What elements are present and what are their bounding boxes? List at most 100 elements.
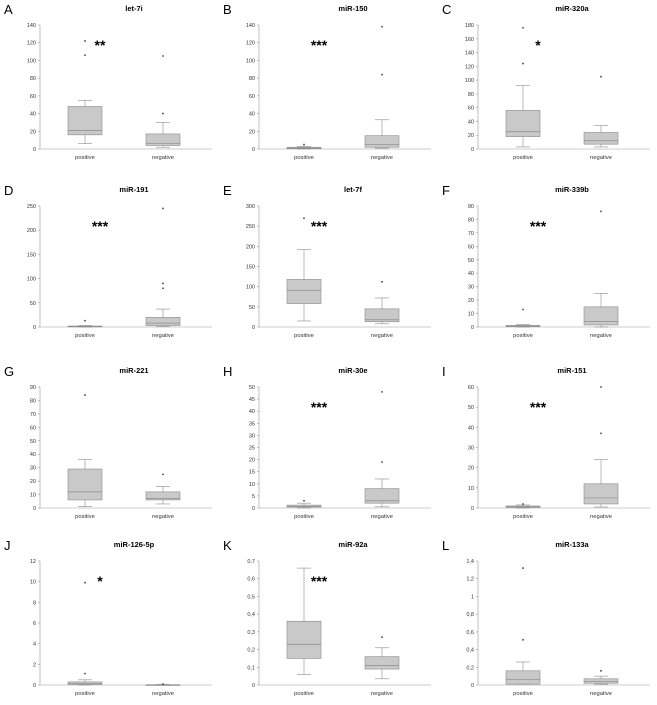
box-negative <box>583 386 619 508</box>
y-tick-label: 300 <box>246 204 255 210</box>
outlier-point <box>600 75 602 78</box>
category-label: positive <box>294 333 314 339</box>
panel-letter: C <box>442 2 451 17</box>
panel-letter: F <box>442 183 450 198</box>
y-tick-label: 5 <box>252 494 255 500</box>
box-negative <box>364 636 400 680</box>
outlier-point <box>381 73 383 76</box>
significance-marker: *** <box>311 218 328 234</box>
y-tick-label: 40 <box>468 271 474 277</box>
outlier-point <box>381 390 383 393</box>
iqr-box <box>583 483 619 505</box>
category-label: negative <box>152 691 174 697</box>
category-label: negative <box>371 155 393 161</box>
y-tick-label: 80 <box>30 76 36 82</box>
panel-title: let-7i <box>125 4 143 13</box>
y-tick-label: 100 <box>246 285 255 291</box>
y-tick-label: 100 <box>465 78 474 84</box>
outlier-point <box>162 282 164 285</box>
category-label: positive <box>294 691 314 697</box>
y-tick-label: 250 <box>246 224 255 230</box>
y-tick-label: 8 <box>33 600 36 606</box>
y-tick-label: 50 <box>30 439 36 445</box>
significance-marker: *** <box>311 573 328 589</box>
outlier-point <box>522 308 524 311</box>
y-tick-label: 0,4 <box>466 648 474 654</box>
outlier-point <box>84 672 86 675</box>
box-positive <box>67 581 103 686</box>
y-tick-label: 120 <box>465 64 474 70</box>
y-tick-label: 0,8 <box>466 612 474 618</box>
panel-title: miR-30e <box>338 366 367 375</box>
y-tick-label: 35 <box>249 421 255 427</box>
outlier-point <box>522 26 524 29</box>
panel-title: miR-150 <box>338 4 367 13</box>
y-tick-label: 10 <box>30 580 36 586</box>
y-tick-label: 80 <box>468 92 474 98</box>
outlier-point <box>381 25 383 28</box>
box-negative <box>364 390 400 508</box>
box-negative <box>145 683 181 686</box>
box-negative <box>364 280 400 325</box>
y-tick-label: 0 <box>252 325 255 331</box>
y-tick-label: 50 <box>468 258 474 264</box>
outlier-point <box>381 636 383 639</box>
y-tick-label: 120 <box>246 41 255 47</box>
y-tick-label: 0 <box>33 506 36 512</box>
y-tick-label: 6 <box>33 621 36 627</box>
significance-marker: *** <box>530 399 547 415</box>
y-tick-label: 100 <box>27 277 36 283</box>
box-positive <box>286 499 322 509</box>
category-label: positive <box>513 514 533 520</box>
outlier-point <box>522 638 524 641</box>
y-tick-label: 0 <box>33 325 36 331</box>
category-label: positive <box>513 333 533 339</box>
y-tick-label: 2 <box>33 662 36 668</box>
y-tick-label: 0,5 <box>247 594 255 600</box>
category-label: positive <box>294 155 314 161</box>
panel-letter: D <box>4 183 13 198</box>
y-tick-label: 1 <box>471 594 474 600</box>
box-negative <box>145 473 181 505</box>
outlier-point <box>84 319 86 322</box>
y-tick-label: 50 <box>468 405 474 411</box>
category-label: positive <box>75 333 95 339</box>
category-label: negative <box>590 514 612 520</box>
y-tick-label: 30 <box>249 433 255 439</box>
outlier-point <box>162 683 164 685</box>
outlier-point <box>522 62 524 65</box>
iqr-box <box>505 670 541 685</box>
y-tick-label: 60 <box>30 94 36 100</box>
y-tick-label: 10 <box>468 486 474 492</box>
significance-marker: ** <box>95 37 106 53</box>
y-tick-label: 10 <box>30 493 36 499</box>
y-tick-label: 200 <box>27 228 36 234</box>
category-label: negative <box>590 155 612 161</box>
category-label: negative <box>152 155 174 161</box>
y-tick-label: 100 <box>27 58 36 64</box>
y-tick-label: 20 <box>30 129 36 135</box>
y-tick-label: 40 <box>468 425 474 431</box>
y-tick-label: 140 <box>465 51 474 57</box>
y-tick-label: 200 <box>246 244 255 250</box>
category-label: negative <box>590 333 612 339</box>
box-negative <box>583 210 619 328</box>
outlier-point <box>84 394 86 396</box>
y-tick-label: 20 <box>468 133 474 139</box>
box-positive <box>505 567 541 685</box>
category-label: positive <box>75 155 95 161</box>
box-positive <box>505 503 541 509</box>
panel-title: miR-191 <box>119 185 148 194</box>
y-tick-label: 0,7 <box>247 559 255 565</box>
box-negative <box>364 25 400 149</box>
outlier-point <box>84 581 86 584</box>
box-negative <box>583 669 619 685</box>
outlier-point <box>84 40 86 42</box>
